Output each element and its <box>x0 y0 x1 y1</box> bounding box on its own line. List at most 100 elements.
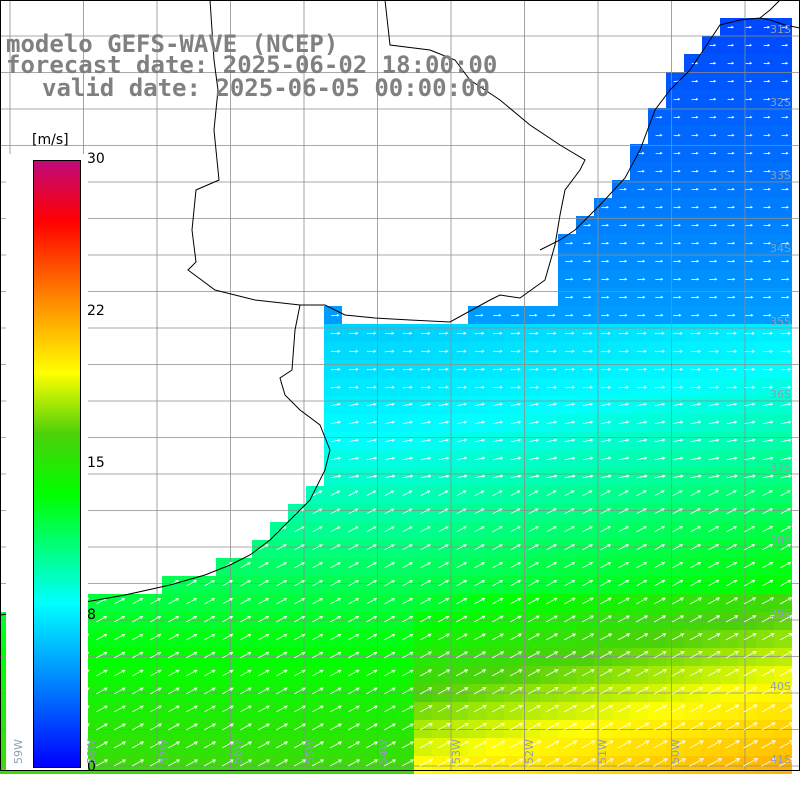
wind-arrow <box>564 597 576 605</box>
wind-arrow <box>402 633 414 641</box>
wind-arrow <box>366 490 377 497</box>
wind-arrow <box>635 669 649 677</box>
wind-arrow <box>637 223 646 227</box>
wind-arrow <box>528 367 539 371</box>
wind-cell <box>558 288 576 306</box>
wind-arrow <box>673 115 681 119</box>
wind-arrow <box>637 169 645 173</box>
wind-cell <box>576 702 594 720</box>
wind-cell <box>756 198 774 216</box>
wind-cell <box>666 648 684 666</box>
wind-cell <box>342 612 360 630</box>
wind-arrow <box>761 758 777 767</box>
wind-cell <box>720 378 738 396</box>
wind-arrow <box>708 474 720 479</box>
wind-arrow <box>276 633 288 641</box>
wind-arrow <box>312 651 324 659</box>
wind-cell <box>774 720 792 738</box>
wind-cell <box>504 504 522 522</box>
wind-arrow <box>761 633 775 641</box>
wind-cell <box>486 702 504 720</box>
wind-cell <box>432 738 450 756</box>
wind-cell <box>720 504 738 522</box>
wind-arrow <box>491 669 505 677</box>
wind-cell <box>216 666 234 684</box>
wind-arrow <box>762 438 774 443</box>
wind-arrow <box>617 633 631 641</box>
wind-arrow <box>564 508 575 515</box>
wind-arrow <box>293 759 307 767</box>
wind-arrow <box>258 598 270 605</box>
wind-cell <box>756 270 774 288</box>
wind-arrow <box>366 580 377 587</box>
wind-cell <box>522 702 540 720</box>
wind-cell <box>774 324 792 342</box>
wind-arrow <box>402 508 413 515</box>
wind-arrow <box>691 241 700 245</box>
wind-arrow <box>654 544 666 551</box>
wind-arrow <box>365 759 379 767</box>
wind-arrow <box>330 331 341 335</box>
wind-arrow <box>618 420 630 425</box>
wind-arrow <box>745 169 753 173</box>
wind-arrow <box>690 456 702 461</box>
wind-arrow <box>348 438 360 443</box>
wind-cell <box>324 666 342 684</box>
wind-arrow <box>671 633 685 641</box>
wind-cell <box>756 306 774 324</box>
wind-arrow <box>762 456 774 461</box>
wind-cell <box>666 540 684 558</box>
wind-arrow <box>691 205 699 209</box>
wind-arrow <box>276 687 288 695</box>
wind-cell <box>180 594 198 612</box>
wind-arrow <box>636 474 648 479</box>
wind-arrow <box>330 526 341 533</box>
wind-arrow <box>637 313 646 317</box>
wind-arrow <box>474 385 485 389</box>
wind-cell <box>756 90 774 108</box>
wind-cell <box>630 576 648 594</box>
wind-arrow <box>203 741 217 749</box>
wind-arrow <box>204 580 215 587</box>
wind-cell <box>756 558 774 576</box>
wind-arrow <box>636 402 648 407</box>
wind-arrow <box>761 704 776 713</box>
wind-cell <box>666 558 684 576</box>
wind-arrow <box>510 597 522 605</box>
wind-cell <box>396 648 414 666</box>
wind-cell <box>702 594 720 612</box>
wind-cell <box>648 378 666 396</box>
wind-cell <box>720 666 738 684</box>
wind-arrow <box>474 367 485 371</box>
wind-cell <box>306 666 324 684</box>
colorbar-unit: [m/s] <box>32 132 69 148</box>
wind-cell <box>774 756 792 774</box>
wind-arrow <box>654 349 665 353</box>
wind-arrow <box>545 704 559 713</box>
wind-cell <box>612 270 630 288</box>
wind-cell <box>234 630 252 648</box>
wind-arrow <box>672 579 684 587</box>
wind-arrow <box>582 562 594 569</box>
wind-cell <box>414 612 432 630</box>
wind-cell <box>522 378 540 396</box>
wind-arrow <box>528 438 540 443</box>
wind-arrow <box>276 562 287 569</box>
wind-cell <box>648 612 666 630</box>
wind-cell <box>342 648 360 666</box>
wind-cell <box>666 504 684 522</box>
wind-cell <box>666 702 684 720</box>
wind-cell <box>630 234 648 252</box>
wind-arrow <box>529 313 538 317</box>
wind-arrow <box>437 722 451 731</box>
wind-cell <box>126 594 144 612</box>
wind-cell <box>468 522 486 540</box>
wind-arrow <box>348 367 359 371</box>
wind-cell <box>270 594 288 612</box>
wind-arrow <box>763 241 772 245</box>
wind-arrow <box>420 420 432 425</box>
wind-arrow <box>763 313 772 317</box>
wind-cell <box>504 540 522 558</box>
wind-cell <box>648 576 666 594</box>
wind-arrow <box>707 704 722 713</box>
